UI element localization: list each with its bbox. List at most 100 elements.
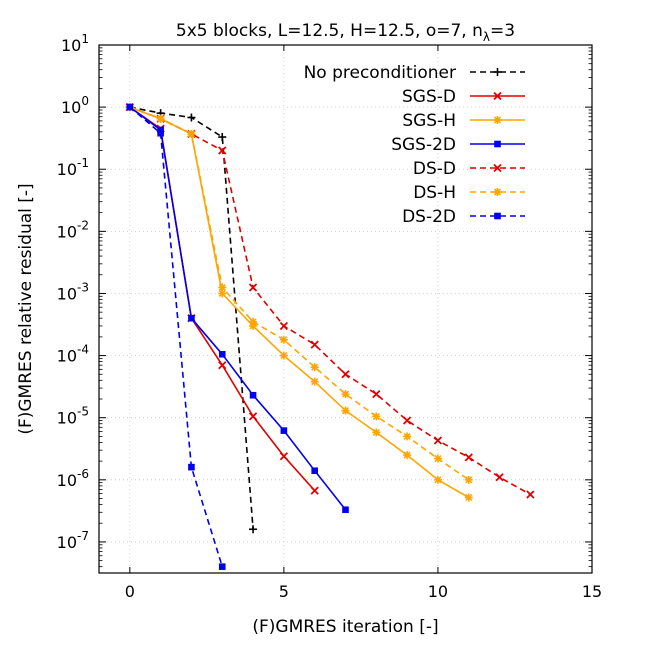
- x-tick-label: 0: [125, 582, 135, 601]
- data-point: [279, 452, 289, 461]
- data-point: [341, 370, 350, 379]
- plot-frame: [98, 44, 593, 574]
- data-point: [495, 473, 504, 482]
- data-point: [464, 475, 473, 484]
- y-tick-label-exponent: -4: [77, 343, 89, 357]
- data-point: [218, 133, 227, 142]
- legend-marker: [493, 163, 502, 173]
- y-tick-label-base: 10: [57, 284, 77, 303]
- legend-label: DS-2D: [402, 207, 456, 227]
- legend-marker: [493, 116, 502, 124]
- y-tick-label-base: 10: [57, 222, 77, 241]
- data-point: [310, 486, 319, 495]
- y-tick-label-exponent: -6: [77, 467, 89, 481]
- y-tick-label-exponent: 0: [81, 94, 89, 108]
- y-tick-label: 100: [61, 94, 89, 117]
- data-point: [279, 321, 289, 331]
- series-line: [129, 106, 347, 511]
- chart-title-main: 5x5 blocks, L=12.5, H=12.5, o=7, n: [176, 21, 483, 41]
- data-point: [341, 390, 350, 399]
- data-point: [187, 113, 196, 122]
- legend-marker: [493, 68, 502, 76]
- legend-marker: [493, 91, 502, 101]
- series-ds-2d: [126, 103, 226, 570]
- legend-entry: DS-2D: [402, 207, 525, 227]
- series-layer: [125, 102, 535, 570]
- x-tick-label: 10: [428, 582, 448, 601]
- y-tick-label: 10-3: [57, 280, 89, 303]
- y-tick-label-exponent: 1: [81, 32, 89, 46]
- data-point: [218, 563, 226, 570]
- y-tick-label-base: 10: [61, 98, 81, 117]
- legend-entry: SGS-H: [402, 111, 525, 131]
- y-tick-label: 101: [61, 32, 89, 55]
- legend-entry: SGS-2D: [391, 135, 525, 155]
- chart-title: 5x5 blocks, L=12.5, H=12.5, o=7, nλ=3: [176, 21, 515, 44]
- x-tick-label: 5: [279, 582, 289, 601]
- legend-marker: [494, 140, 501, 148]
- data-point: [402, 416, 412, 425]
- legend-label: DS-D: [413, 159, 456, 179]
- y-tick-label: 10-7: [57, 529, 89, 552]
- data-point: [433, 436, 443, 445]
- data-point: [157, 126, 164, 134]
- legend-label: No preconditioner: [304, 63, 456, 83]
- data-point: [279, 335, 288, 344]
- data-point: [218, 361, 227, 370]
- data-point: [342, 506, 349, 514]
- x-axis-label: (F)GMRES iteration [-]: [252, 617, 438, 637]
- data-point: [249, 317, 258, 326]
- y-tick-label-exponent: -3: [77, 280, 89, 294]
- y-tick-label-exponent: -2: [77, 218, 89, 232]
- data-point: [526, 490, 535, 499]
- y-tick-label-exponent: -1: [77, 156, 89, 170]
- legend-label: DS-H: [413, 183, 456, 203]
- y-tick-label-base: 10: [57, 471, 77, 490]
- data-point: [156, 114, 165, 123]
- data-point: [279, 351, 288, 360]
- data-point: [372, 412, 381, 421]
- data-point: [464, 493, 473, 502]
- data-point: [218, 289, 227, 298]
- series-line: [129, 106, 470, 481]
- data-point: [433, 475, 442, 484]
- data-point: [310, 377, 319, 386]
- data-point: [248, 283, 258, 292]
- legend: No preconditioner SGS-D SGS-H SGS-2D DS-D DS-…: [304, 63, 525, 227]
- series-sgs-2d: [126, 103, 349, 514]
- series-line: [129, 106, 224, 567]
- chart-title-suffix: =3: [490, 21, 515, 41]
- series-ds-h: [125, 103, 473, 484]
- y-tick-label: 10-1: [57, 156, 89, 179]
- legend-label: SGS-H: [402, 111, 456, 131]
- y-tick-label-exponent: -5: [77, 405, 89, 419]
- data-point: [310, 340, 319, 349]
- y-tick-label-base: 10: [57, 409, 77, 428]
- series-line: [129, 106, 531, 496]
- legend-marker: [494, 212, 501, 220]
- y-axis-label: (F)GMRES relative residual [-]: [16, 183, 36, 434]
- data-point: [403, 432, 412, 441]
- y-tick-label-exponent: -7: [77, 529, 89, 543]
- legend-entry: DS-D: [413, 159, 525, 179]
- y-tick-label-base: 10: [57, 533, 77, 552]
- y-tick-label: 10-4: [57, 343, 89, 366]
- y-tick-label: 10-6: [57, 467, 89, 490]
- data-point: [249, 391, 257, 399]
- data-point: [188, 314, 195, 322]
- data-point: [187, 129, 196, 138]
- data-point: [218, 283, 227, 292]
- data-point: [372, 428, 381, 437]
- data-point: [126, 103, 134, 111]
- data-point: [403, 451, 412, 460]
- data-point: [157, 129, 164, 137]
- data-point: [341, 406, 350, 415]
- legend-marker: [493, 188, 502, 196]
- legend-entry: SGS-D: [402, 87, 525, 107]
- y-tick-label: 10-2: [57, 218, 89, 241]
- chart-title-subscript: λ: [483, 30, 490, 44]
- data-point: [218, 350, 226, 358]
- data-point: [433, 454, 442, 463]
- data-point: [248, 412, 258, 421]
